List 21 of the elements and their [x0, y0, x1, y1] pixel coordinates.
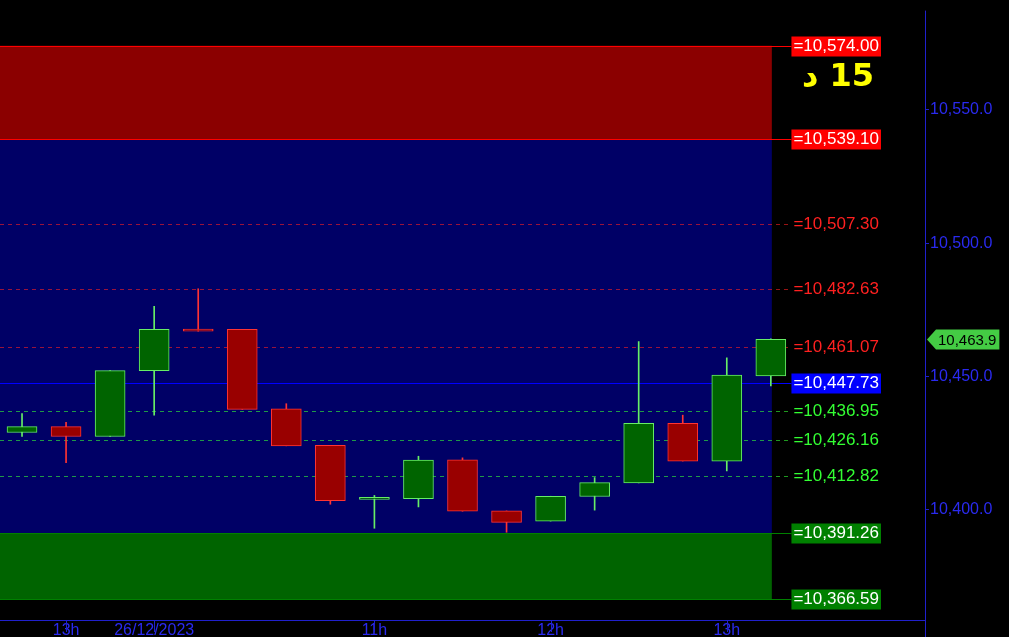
ref-line-label: =10,436.95 — [793, 401, 879, 421]
x-tick-label: 12h — [537, 621, 564, 637]
y-tick-label: 10,450.0 — [930, 366, 993, 384]
ref-line-label: =10,366.59 — [793, 589, 879, 609]
ref-line-label: =10,447.73 — [793, 373, 879, 393]
ref-line-label: =10,539.10 — [793, 129, 879, 149]
x-tick-label: 13h — [713, 621, 741, 637]
text: 10,463.9 — [938, 330, 997, 348]
annotation: 15 د — [801, 56, 875, 95]
ref-line-label: =10,412.82 — [793, 466, 879, 486]
ref-line-label: =10,426.16 — [793, 430, 879, 450]
x-tick-label: 26/12/2023 — [114, 621, 195, 637]
x-tick-label: 13h — [52, 621, 80, 637]
y-tick-label: 10,400.0 — [930, 500, 993, 518]
ref-line-label: =10,507.30 — [793, 214, 879, 234]
ref-line-label: =10,461.07 — [793, 337, 879, 357]
y-tick-label: 10,500.0 — [930, 233, 993, 251]
ref-line-label: =10,574.00 — [793, 36, 879, 56]
ref-line-label: =10,482.63 — [793, 279, 879, 299]
y-tick-label: 10,550.0 — [930, 100, 993, 118]
ref-line-label: =10,391.26 — [793, 523, 879, 543]
